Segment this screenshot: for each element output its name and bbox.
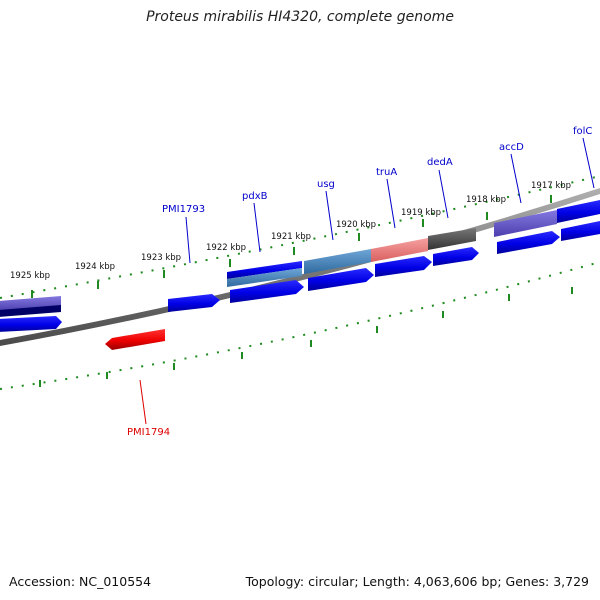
leader-line xyxy=(325,190,334,241)
feature-bar[interactable] xyxy=(0,305,61,317)
kbp-label: 1918 kbp xyxy=(466,195,506,205)
kbp-label: 1924 kbp xyxy=(75,262,115,272)
map-title: Proteus mirabilis HI4320, complete genom… xyxy=(146,9,454,25)
gene-label-pdxb[interactable]: pdxB xyxy=(242,191,268,202)
kbp-label: 1920 kbp xyxy=(336,220,376,230)
kbp-label: 1919 kbp xyxy=(401,208,441,218)
leader-line xyxy=(510,153,522,204)
outer-major-ticks xyxy=(31,195,552,298)
leader-line xyxy=(438,169,449,219)
gene-arrow[interactable] xyxy=(561,221,600,241)
feature-bar[interactable] xyxy=(494,210,557,237)
leader-line xyxy=(139,379,147,425)
kbp-label: 1917 kbp xyxy=(531,181,571,191)
kbp-label: 1921 kbp xyxy=(271,232,311,242)
gene-label-trua[interactable]: truA xyxy=(376,167,397,178)
genome-summary-text: Topology: circular; Length: 4,063,606 bp… xyxy=(245,574,589,589)
gene-label-folc[interactable]: folC xyxy=(573,126,592,137)
gene-arrow[interactable] xyxy=(497,231,560,254)
gene-arrow[interactable] xyxy=(433,247,479,266)
gene-arrow[interactable] xyxy=(230,280,304,303)
leader-line xyxy=(253,202,261,253)
feature-bar[interactable] xyxy=(371,238,428,262)
inner-major-ticks xyxy=(39,287,573,387)
leader-line xyxy=(185,216,191,264)
label-leaders xyxy=(139,137,595,425)
gene-arrow[interactable] xyxy=(0,316,62,332)
forward-genes xyxy=(0,221,600,332)
kbp-label: 1925 kbp xyxy=(10,271,50,281)
feature-bar[interactable] xyxy=(557,200,600,223)
gene-arrow[interactable] xyxy=(375,256,432,277)
kbp-label: 1923 kbp xyxy=(141,253,181,263)
forward-features xyxy=(0,200,600,317)
gene-label-usg[interactable]: usg xyxy=(317,179,335,190)
accession-text: Accession: NC_010554 xyxy=(9,574,152,589)
gene-arrow[interactable] xyxy=(168,294,220,312)
reverse-gene-arrow[interactable] xyxy=(105,329,165,350)
leader-line xyxy=(386,178,396,229)
gene-arrow[interactable] xyxy=(308,268,374,291)
gene-label-accd[interactable]: accD xyxy=(499,142,524,153)
feature-bar[interactable] xyxy=(227,268,302,287)
feature-bar[interactable] xyxy=(304,249,371,274)
feature-bar[interactable] xyxy=(428,228,476,250)
gene-label-deda[interactable]: dedA xyxy=(427,157,453,168)
feature-bar[interactable] xyxy=(227,261,302,279)
gene-label-pmi1793[interactable]: PMI1793 xyxy=(162,204,205,215)
genome-backbone xyxy=(0,188,600,346)
kbp-label: 1922 kbp xyxy=(206,243,246,253)
gene-label-pmi1794[interactable]: PMI1794 xyxy=(127,427,170,438)
leader-line xyxy=(582,137,595,189)
